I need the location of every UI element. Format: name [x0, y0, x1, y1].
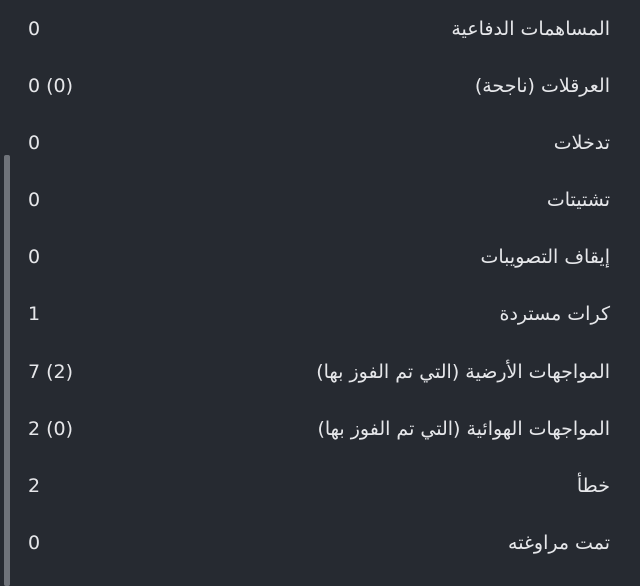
- scrollbar[interactable]: [4, 155, 10, 586]
- stat-value: 0 (0): [28, 74, 74, 97]
- stat-label: تشتيتات: [546, 188, 610, 211]
- stat-value: 0: [28, 188, 41, 211]
- stat-label: كرات مستردة: [499, 302, 611, 325]
- stat-value: 7 (2): [28, 360, 74, 383]
- stat-label: العرقلات (ناجحة): [474, 74, 610, 97]
- stat-row-aerial-duels: المواجهات الهوائية (التي تم الفوز بها) 2…: [0, 400, 640, 457]
- stat-value: 0: [28, 245, 41, 268]
- stat-row-dribbled-past: تمت مراوغته 0: [0, 514, 640, 571]
- stat-row-tackles: العرقلات (ناجحة) 0 (0): [0, 57, 640, 114]
- stat-row-clearances: تشتيتات 0: [0, 171, 640, 228]
- stat-label: المواجهات الهوائية (التي تم الفوز بها): [317, 417, 610, 440]
- stat-row-defensive-contributions: المساهمات الدفاعية 0: [0, 0, 640, 57]
- stat-value: 0: [28, 531, 41, 554]
- stat-label: المساهمات الدفاعية: [451, 17, 610, 40]
- stat-row-fouls: خطأ 2: [0, 457, 640, 514]
- stat-label: خطأ: [576, 474, 610, 497]
- stat-label: تمت مراوغته: [508, 531, 610, 554]
- stat-label: تدخلات: [553, 131, 610, 154]
- stat-value: 1: [28, 302, 41, 325]
- stat-value: 2: [28, 474, 41, 497]
- stat-row-blocked-shots: إيقاف التصويبات 0: [0, 228, 640, 285]
- stat-value: 0: [28, 131, 41, 154]
- stat-value: 2 (0): [28, 417, 74, 440]
- stat-label: المواجهات الأرضية (التي تم الفوز بها): [316, 360, 610, 383]
- stat-row-interceptions: تدخلات 0: [0, 114, 640, 171]
- stat-value: 0: [28, 17, 41, 40]
- stat-row-recoveries: كرات مستردة 1: [0, 285, 640, 342]
- stat-label: إيقاف التصويبات: [480, 245, 611, 268]
- stat-row-ground-duels: المواجهات الأرضية (التي تم الفوز بها) 7 …: [0, 343, 640, 400]
